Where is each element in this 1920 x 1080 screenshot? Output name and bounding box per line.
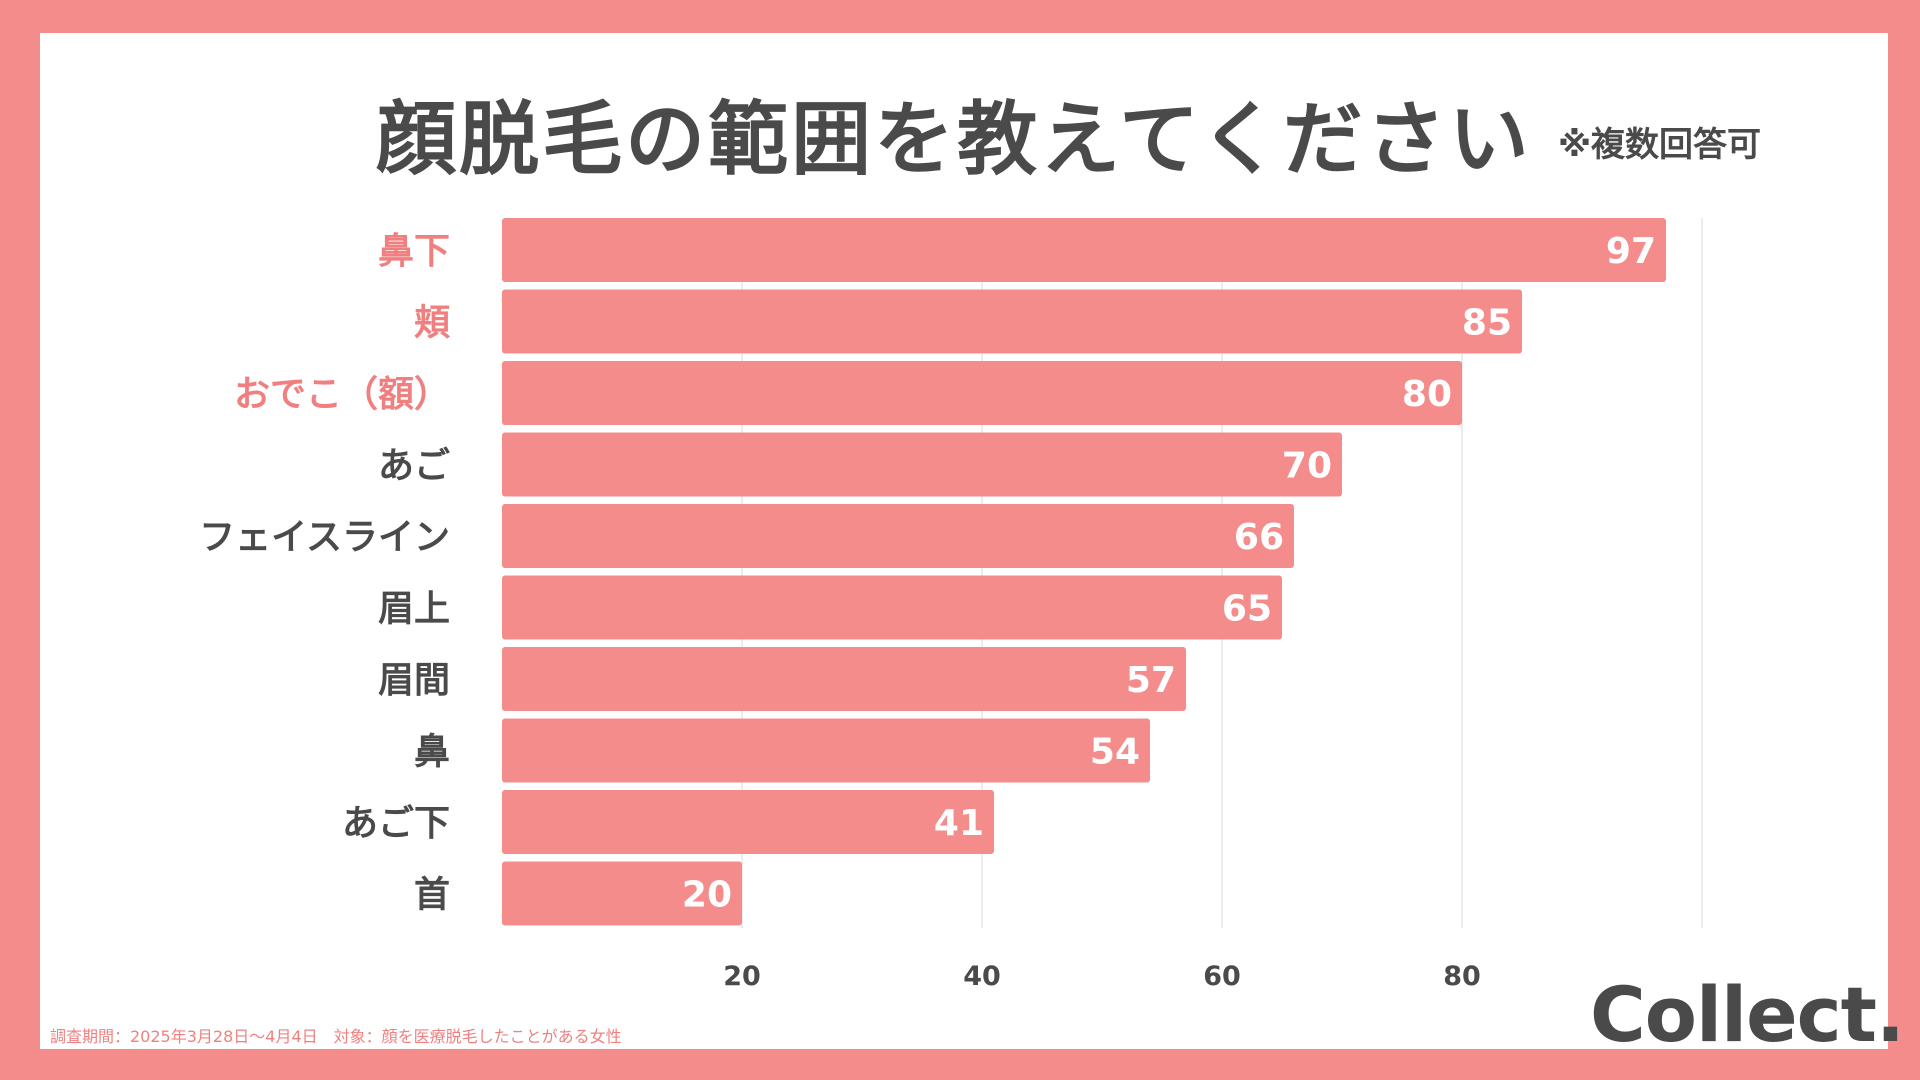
- category-label: 頬: [414, 303, 451, 344]
- bar: [502, 790, 994, 854]
- bar: [502, 504, 1294, 568]
- bar-value-label: 70: [1282, 446, 1332, 487]
- bar: [502, 432, 1342, 497]
- survey-footnote: 調査期間：2025年3月28日〜4月4日 対象：顔を医療脱毛したことがある女性: [50, 1027, 622, 1046]
- category-label: 眉間: [378, 660, 450, 701]
- bar-value-label: 80: [1402, 374, 1452, 415]
- bar-value-label: 66: [1234, 517, 1284, 558]
- chart-card: 顔脱毛の範囲を教えてください ※複数回答可 20 40 60 80 97 鼻下 85 頬 80 お…: [40, 33, 1905, 1059]
- collect-logo: Collect.: [1590, 970, 1905, 1059]
- x-tick-label: 60: [1203, 961, 1241, 992]
- bar-value-label: 57: [1126, 660, 1176, 701]
- bar: [502, 575, 1282, 640]
- multiple-answer-note: ※複数回答可: [1558, 125, 1762, 165]
- bar-value-label: 65: [1222, 589, 1272, 630]
- bar: [502, 289, 1522, 354]
- bar-value-label: 54: [1090, 732, 1140, 773]
- x-tick-label: 80: [1443, 961, 1481, 992]
- bar: [502, 861, 742, 926]
- x-tick-label: 40: [963, 961, 1001, 992]
- category-label: 首: [414, 875, 450, 916]
- bar-value-label: 85: [1462, 303, 1512, 344]
- category-label: 鼻: [414, 732, 450, 773]
- bar: [502, 647, 1186, 711]
- bar-value-label: 41: [934, 803, 984, 844]
- category-label: 眉上: [378, 589, 450, 630]
- category-label: 鼻下: [378, 231, 450, 272]
- bar-value-label: 20: [682, 875, 732, 916]
- bar-value-label: 97: [1606, 231, 1656, 272]
- category-label: おでこ（額）: [234, 374, 450, 415]
- bar: [502, 218, 1666, 282]
- x-tick-label: 20: [723, 961, 761, 992]
- category-label: あご下: [342, 803, 450, 844]
- bar: [502, 361, 1462, 425]
- category-label: フェイスライン: [199, 517, 450, 558]
- category-label: あご: [378, 446, 450, 487]
- chart-title: 顔脱毛の範囲を教えてください: [376, 93, 1532, 186]
- bar: [502, 718, 1150, 783]
- bar-chart: 20 40 60 80 97 鼻下 85 頬 80 おでこ（額） 70 あご 66 フェイスライン 65 眉上…: [199, 218, 1703, 992]
